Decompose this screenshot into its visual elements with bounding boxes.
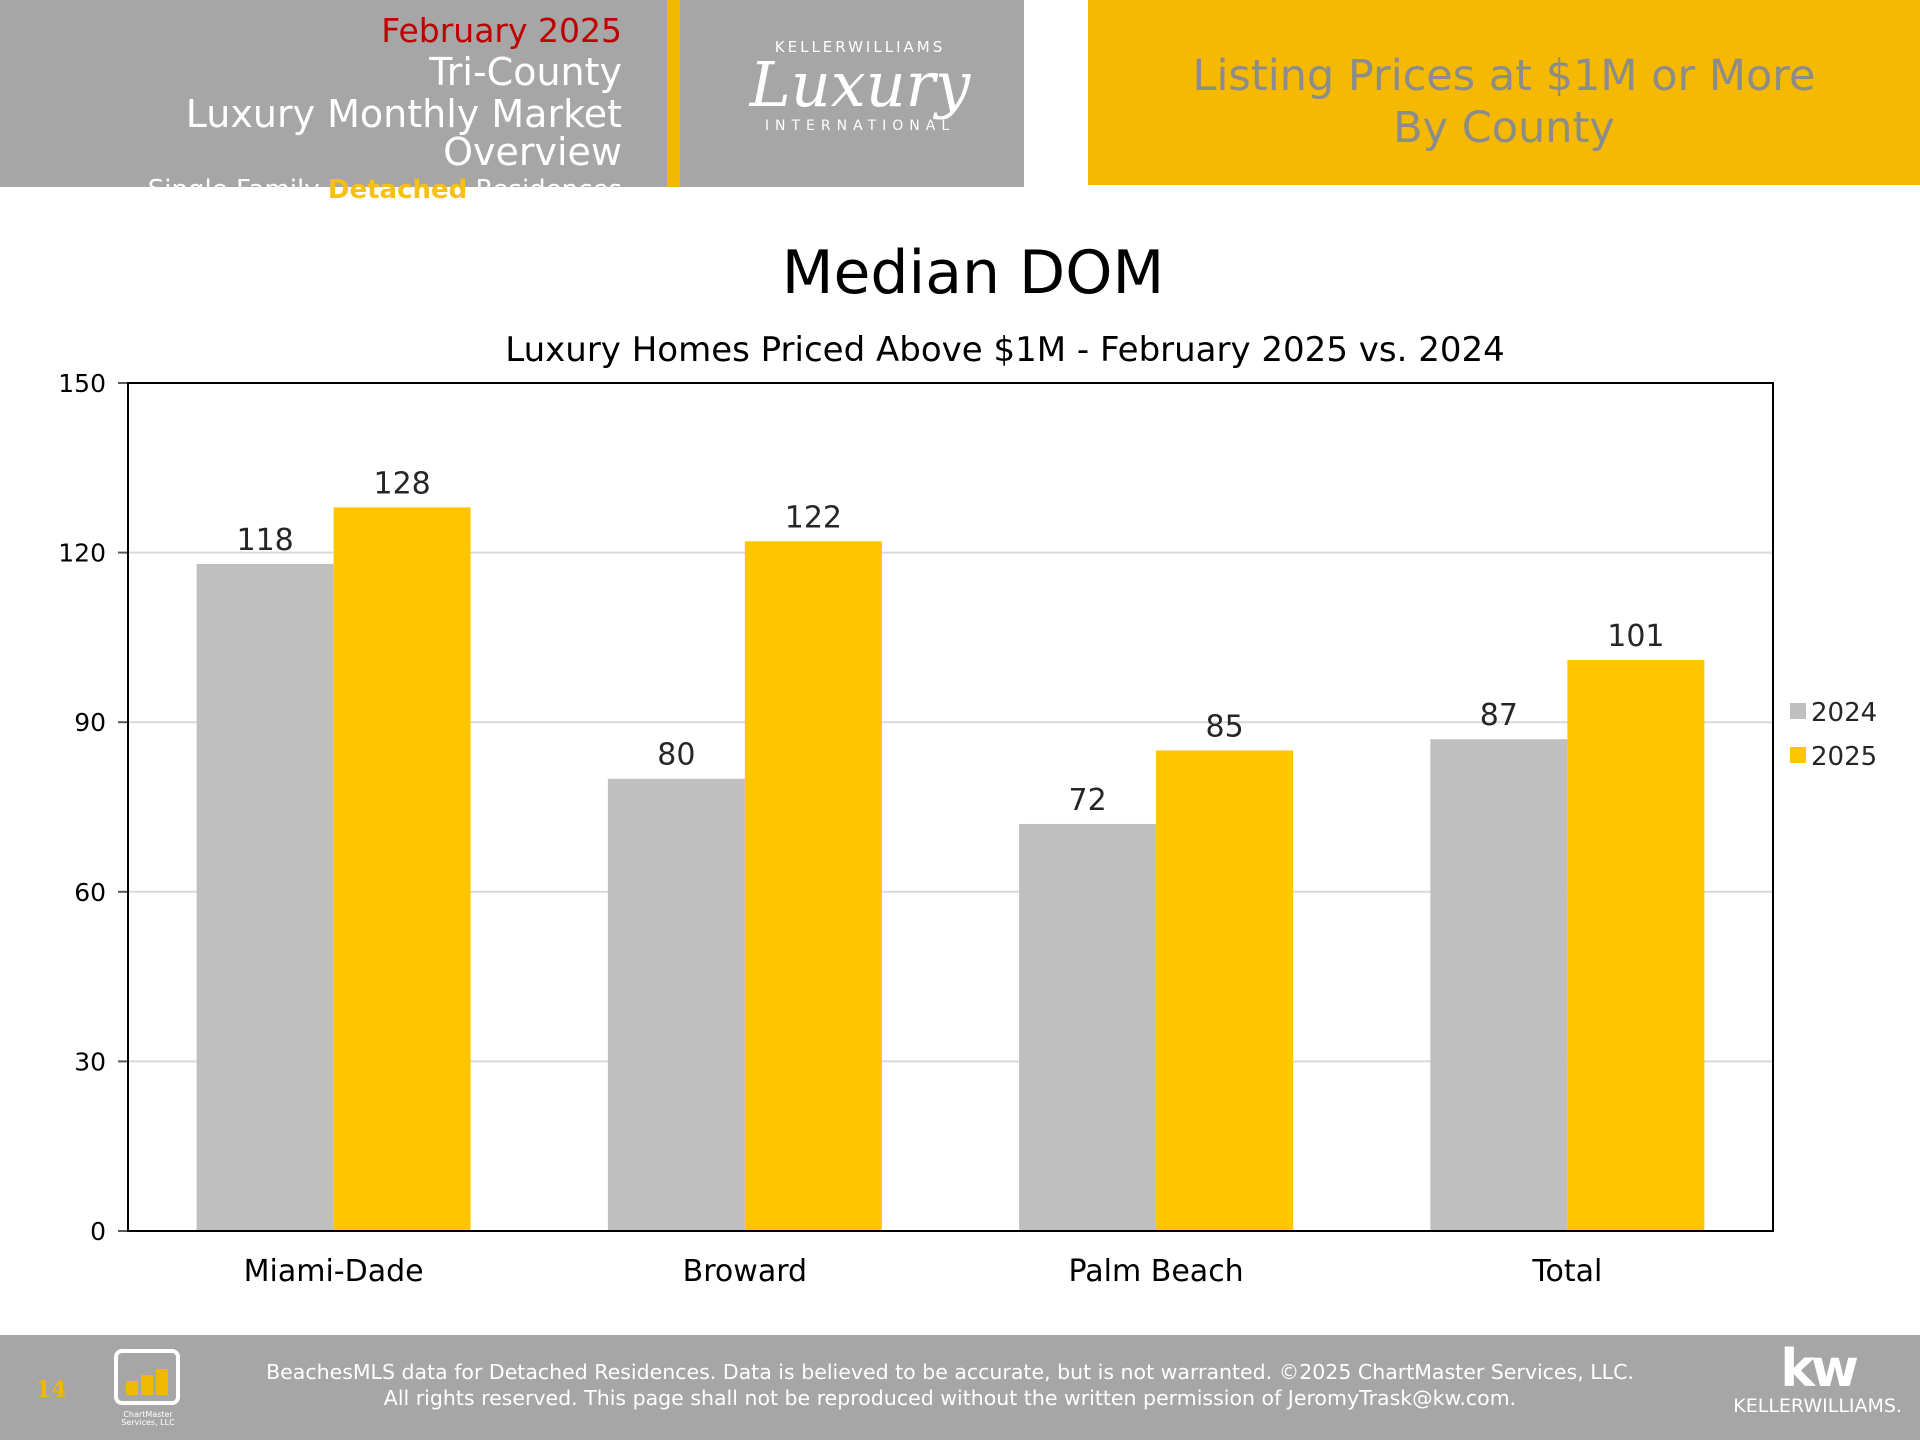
bar-2025 [744,541,882,1231]
report-month: February 2025 [381,11,622,50]
y-tick-label: 90 [74,708,106,737]
legend-label: 2024 [1811,698,1877,728]
chartmaster-logo-bar [126,1381,138,1395]
bar-2024 [196,563,334,1231]
logo-top-text: KELLERWILLIAMS [774,38,946,56]
footer-line2: All rights reserved. This page shall not… [383,1386,1517,1410]
section-title-line2: By County [1393,103,1615,153]
bar-2025 [1567,660,1705,1231]
bar-2024 [607,778,745,1231]
legend-swatch [1790,703,1806,719]
subtitle-pre: Single Family [147,175,320,205]
data-label: 122 [785,500,842,535]
y-tick-label: 0 [90,1217,106,1246]
chart-title: Median DOM [781,238,1165,308]
chartmaster-logo: ChartMaster Services, LLC [110,1345,186,1433]
report-region: Tri-County [429,50,622,94]
x-tick-label: Broward [683,1254,807,1289]
data-label: 72 [1069,783,1107,818]
data-label: 87 [1480,698,1518,733]
median-dom-chart: 0 30 60 90 120 150 118 128 Miami-Dade 80 122 Browar… [58,369,1877,1289]
bar-2025 [333,507,471,1232]
data-label: 128 [373,466,430,501]
logo-bottom-text: INTERNATIONAL [764,118,956,134]
kw-logo-wordmark: KELLERWILLIAMS. [1733,1395,1902,1417]
subtitle-post: Residences [475,175,622,205]
report-overview-title: Luxury Monthly Market Overview [185,92,622,174]
subtitle-highlight: Detached [327,175,468,205]
chart-subtitle: Luxury Homes Priced Above $1M - February… [505,330,1505,370]
plot-area-frame [127,382,1774,1232]
y-tick-label: 60 [74,878,106,907]
footer-line1: BeachesMLS data for Detached Residences.… [266,1360,1634,1384]
y-tick-label: 30 [74,1047,106,1076]
data-label: 101 [1607,619,1664,654]
header-right-panel: Listing Prices at $1M or More By County [1088,0,1920,185]
data-label: 80 [657,738,695,773]
legend-swatch [1790,747,1806,763]
x-tick-label: Palm Beach [1069,1254,1244,1289]
data-label: 85 [1206,709,1244,744]
kw-luxury-logo: KELLERWILLIAMS Luxury INTERNATIONAL [700,38,1020,148]
chartmaster-logo-text: ChartMaster Services, LLC [121,1410,175,1428]
page-number: 14 [36,1377,67,1403]
section-title-line1: Listing Prices at $1M or More [1192,51,1816,101]
y-tick-label: 150 [58,369,106,398]
y-tick-label: 120 [58,539,106,568]
chartmaster-logo-frame [114,1349,180,1405]
chartmaster-logo-bar [156,1369,168,1395]
chartmaster-logo-bar [141,1375,153,1395]
report-title-block: February 2025 Tri-County Luxury Monthly … [0,14,622,203]
footer-disclaimer: BeachesMLS data for Detached Residences.… [240,1359,1660,1411]
data-label: 118 [236,523,293,558]
legend-label: 2025 [1811,742,1877,772]
bar-2025 [1156,750,1294,1231]
x-tick-label: Miami-Dade [244,1254,424,1289]
report-subtitle: Single Family Detached Residences [0,177,622,203]
kellerwilliams-logo: kw KELLERWILLIAMS. [1733,1343,1902,1417]
kw-logo-mark: kw [1780,1339,1859,1399]
x-tick-label: Total [1531,1254,1602,1289]
header-left-panel: February 2025 Tri-County Luxury Monthly … [0,0,1024,203]
bar-2024 [1019,823,1157,1231]
logo-script-text: Luxury [749,48,971,121]
header-accent-bar [667,0,680,187]
bar-2024 [1430,739,1568,1231]
footer: 14 ChartMaster Services, LLC BeachesMLS … [0,1335,1920,1440]
